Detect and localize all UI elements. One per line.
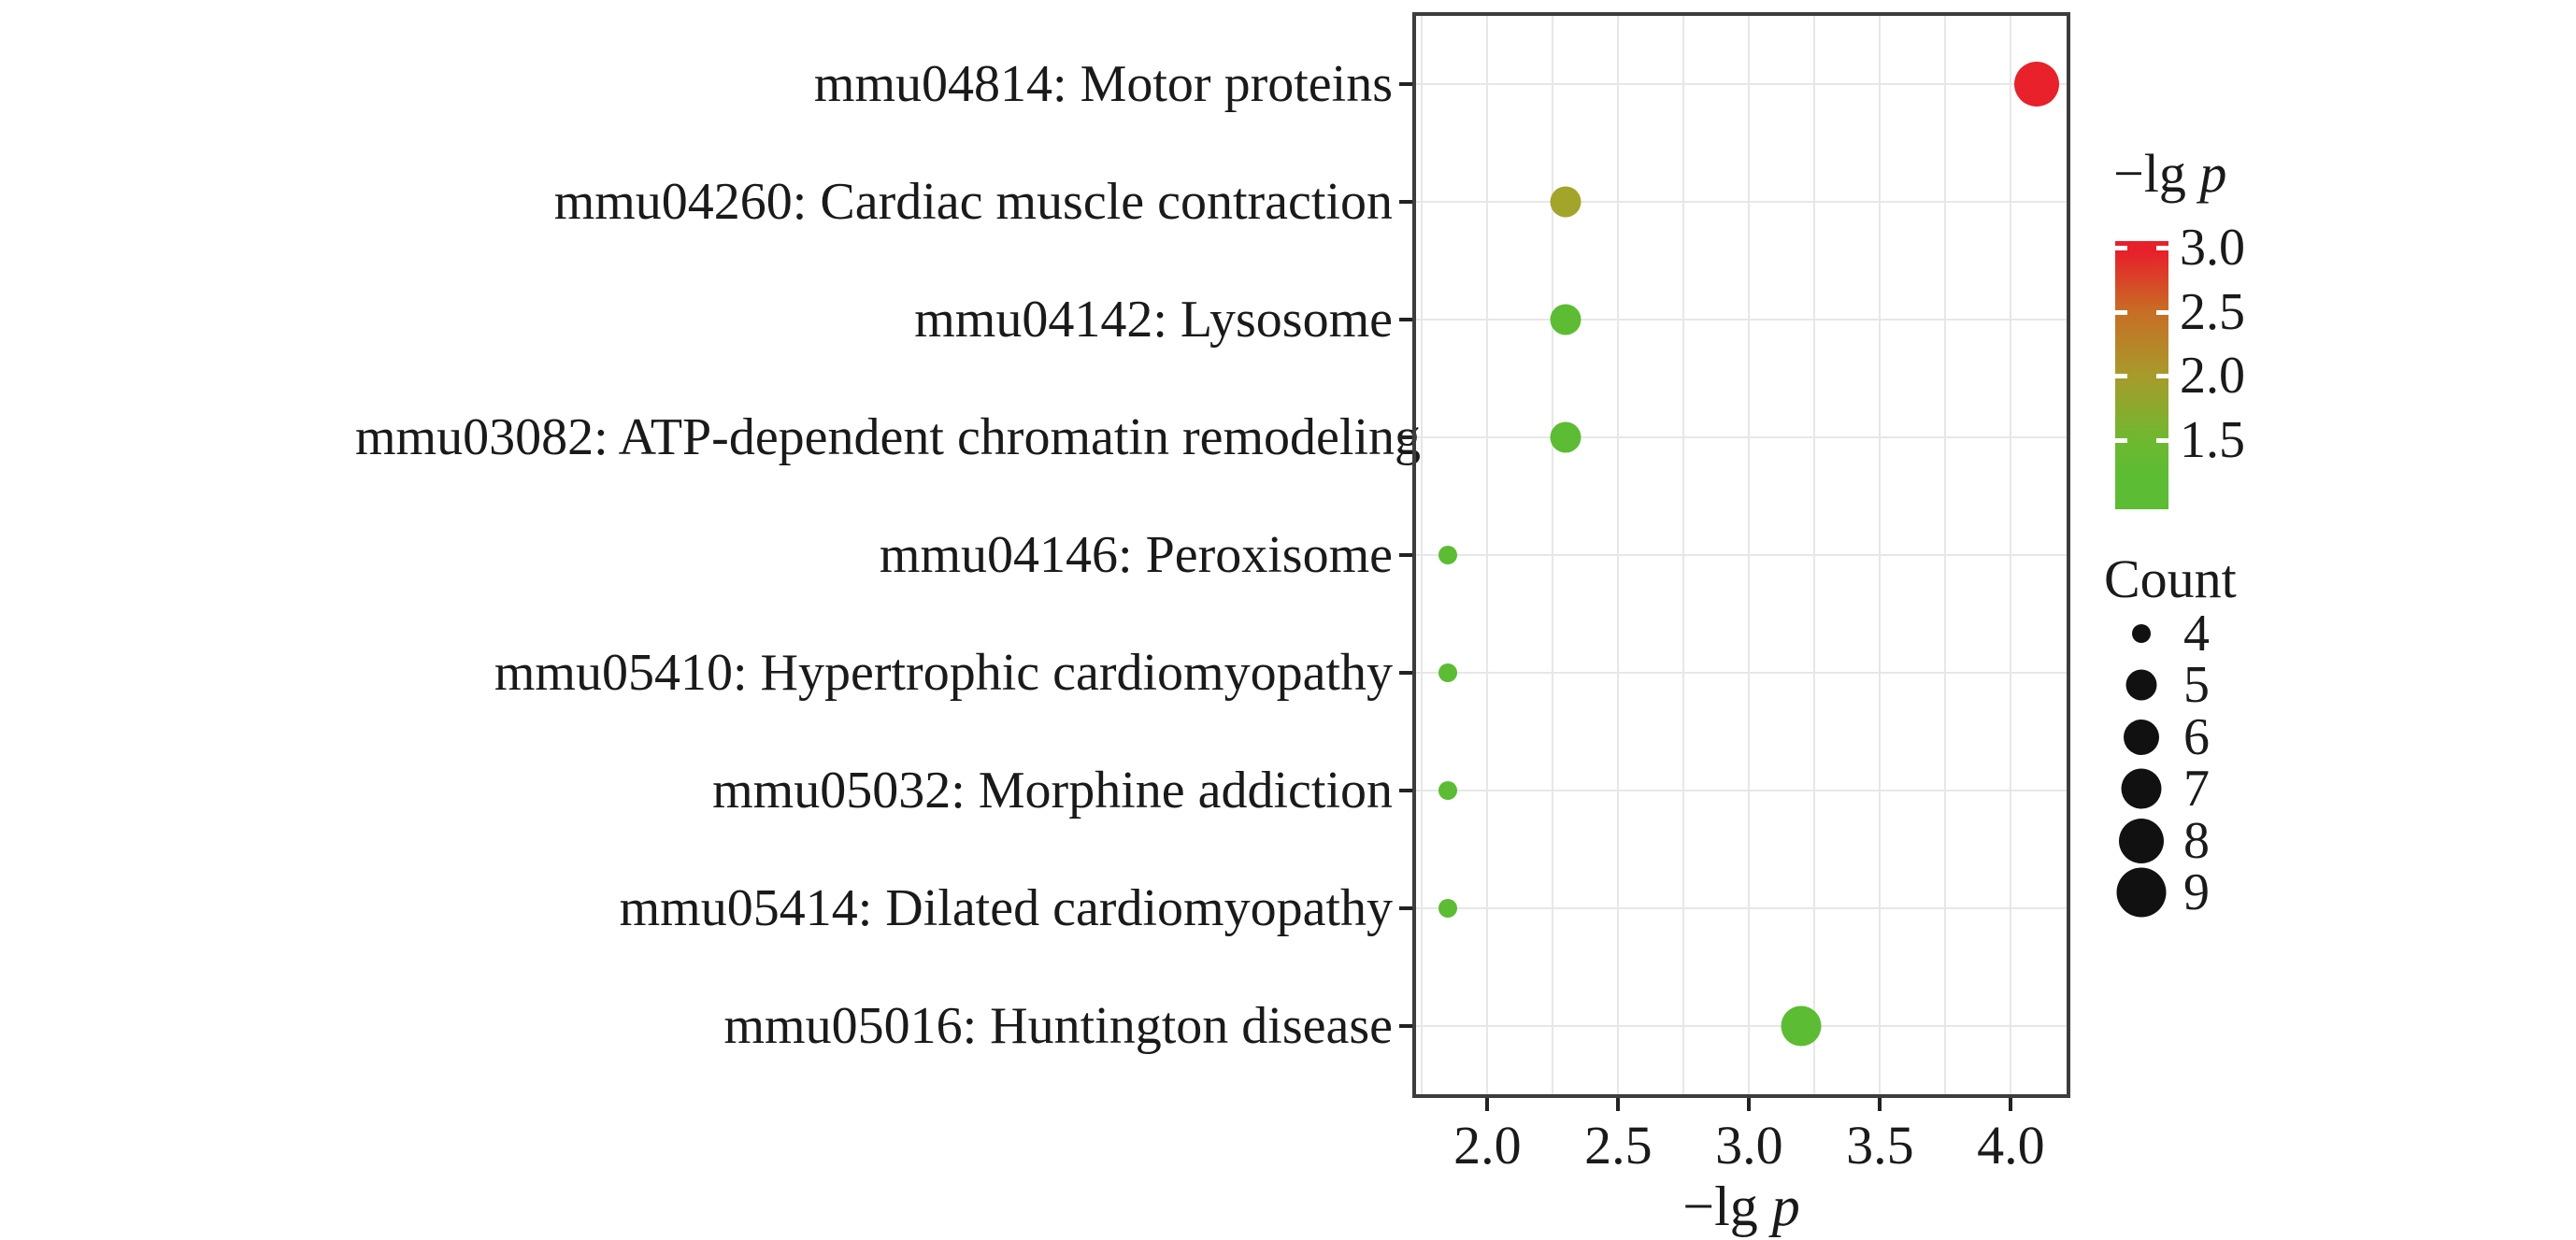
x-axis-title-variable: p xyxy=(1771,1176,1800,1237)
y-axis-tick xyxy=(1399,671,1414,675)
x-axis-tick-label: 3.5 xyxy=(1846,1115,1914,1176)
y-axis-tick xyxy=(1399,789,1414,792)
y-axis-category-label: mmu05414: Dilated cardiomyopathy xyxy=(619,879,1393,937)
y-axis-category-label: mmu04260: Cardiac muscle contraction xyxy=(553,173,1393,231)
data-point xyxy=(2014,62,2060,107)
y-axis-tick xyxy=(1399,318,1414,321)
horizontal-gridline xyxy=(1414,672,2068,674)
x-axis-tick-label: 2.0 xyxy=(1453,1115,1522,1176)
size-legend-label: 6 xyxy=(2183,707,2210,766)
size-legend-label: 9 xyxy=(2183,863,2210,921)
x-axis-tick xyxy=(1878,1096,1882,1111)
size-legend-label: 4 xyxy=(2183,605,2210,663)
color-legend-tick-left xyxy=(2115,309,2127,315)
y-axis-category-label: mmu03082: ATP-dependent chromatin remode… xyxy=(355,408,1422,466)
color-legend-tick-label: 2.5 xyxy=(2180,282,2245,341)
size-legend-label: 5 xyxy=(2183,656,2210,715)
y-axis-category-label: mmu05410: Hypertrophic cardiomyopathy xyxy=(494,644,1393,702)
horizontal-gridline xyxy=(1414,83,2068,85)
color-legend-tick-right xyxy=(2156,309,2168,315)
size-legend-dot xyxy=(2124,719,2159,755)
color-legend-tick-left xyxy=(2115,245,2127,250)
horizontal-gridline xyxy=(1414,319,2068,321)
color-legend-tick-label: 2.0 xyxy=(2180,347,2245,406)
y-axis-tick xyxy=(1399,435,1414,439)
horizontal-gridline xyxy=(1414,201,2068,203)
data-point xyxy=(1438,781,1458,800)
y-axis-category-label: mmu04142: Lysosome xyxy=(914,291,1393,349)
color-legend-title: −lg p xyxy=(2113,140,2226,207)
data-point xyxy=(1550,186,1581,218)
horizontal-gridline xyxy=(1414,1025,2068,1027)
color-legend-title-variable: p xyxy=(2199,143,2227,204)
size-legend-label: 8 xyxy=(2183,811,2210,870)
color-legend-tick-right xyxy=(2156,374,2168,379)
data-point xyxy=(1438,663,1458,682)
color-legend-tick-right xyxy=(2156,245,2168,250)
size-legend-dot xyxy=(2125,669,2157,701)
size-legend-dot xyxy=(2116,867,2167,918)
color-legend-title-text: −lg xyxy=(2113,143,2200,204)
y-axis-category-label: mmu04814: Motor proteins xyxy=(813,55,1393,113)
y-axis-category-label: mmu04146: Peroxisome xyxy=(879,526,1393,584)
x-axis-title-text: −lg xyxy=(1682,1176,1772,1237)
horizontal-gridline xyxy=(1414,907,2068,909)
y-axis-category-label: mmu05032: Morphine addiction xyxy=(712,762,1393,820)
y-axis-tick xyxy=(1399,553,1414,557)
size-legend-dot xyxy=(2132,624,2151,643)
data-point xyxy=(1550,304,1581,335)
size-legend-dot xyxy=(2121,768,2162,809)
color-legend-tick-label: 1.5 xyxy=(2180,410,2245,469)
horizontal-gridline xyxy=(1414,554,2068,556)
x-axis-tick xyxy=(2009,1096,2013,1111)
x-axis-tick xyxy=(1485,1096,1490,1111)
x-axis-tick-label: 4.0 xyxy=(1977,1115,2045,1176)
x-axis-title: −lg p xyxy=(1573,1174,1910,1239)
color-legend-tick-left xyxy=(2115,374,2127,379)
y-axis-tick xyxy=(1399,906,1414,910)
y-axis-tick xyxy=(1399,200,1414,204)
y-axis-category-label: mmu05016: Huntington disease xyxy=(723,997,1393,1055)
data-point xyxy=(1438,899,1458,918)
x-axis-tick-label: 2.5 xyxy=(1584,1115,1653,1176)
horizontal-gridline xyxy=(1414,790,2068,791)
x-axis-tick-label: 3.0 xyxy=(1715,1115,1783,1176)
color-legend-tick-label: 3.0 xyxy=(2180,218,2245,277)
color-legend-tick-left xyxy=(2115,437,2127,443)
horizontal-gridline xyxy=(1414,436,2068,438)
data-point xyxy=(1438,546,1458,564)
y-axis-tick xyxy=(1399,1024,1414,1028)
data-point xyxy=(1781,1005,1822,1047)
x-axis-tick xyxy=(1616,1096,1621,1111)
data-point xyxy=(1550,421,1581,453)
size-legend-title: Count xyxy=(2104,549,2237,609)
size-legend-dot xyxy=(2119,818,2164,863)
size-legend-label: 7 xyxy=(2183,760,2210,819)
color-legend-tick-right xyxy=(2156,437,2168,443)
y-axis-tick xyxy=(1399,82,1414,86)
x-axis-tick xyxy=(1747,1096,1752,1111)
